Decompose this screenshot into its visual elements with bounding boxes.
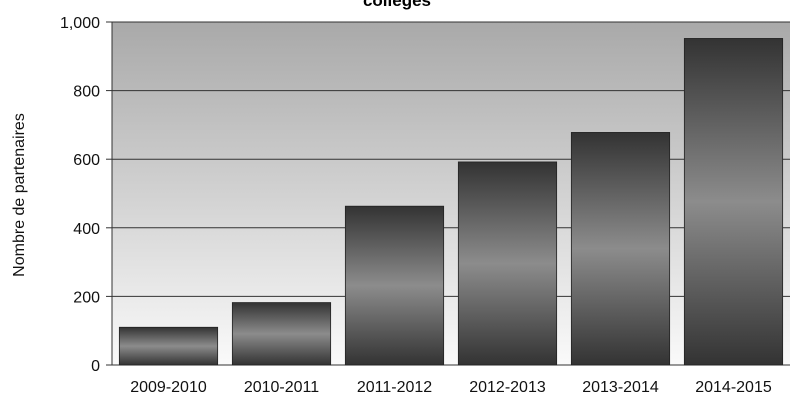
y-axis: 0 200 400 600 800 1,000 <box>60 15 113 375</box>
bar <box>570 132 671 366</box>
y-axis-title: Nombre de partenaires <box>11 113 28 277</box>
x-tick-label: 2010-2011 <box>244 379 319 396</box>
bar <box>231 302 332 366</box>
y-tick-label: 800 <box>73 84 100 101</box>
gridlines <box>112 21 790 366</box>
y-tick-label: 200 <box>73 289 100 306</box>
x-tick-label: 2013-2014 <box>582 379 659 396</box>
x-axis: 2009-2010 2010-2011 2011-2012 2012-2013 2013… <box>130 379 772 396</box>
bar <box>118 326 219 366</box>
y-tick-label: 400 <box>73 221 100 238</box>
y-tick-label: 1,000 <box>60 15 100 32</box>
chart-title: collèges <box>363 0 431 10</box>
bars <box>118 38 784 366</box>
bar <box>683 38 784 366</box>
x-tick-label: 2011-2012 <box>357 379 432 396</box>
bar <box>344 205 445 366</box>
x-tick-label: 2014-2015 <box>695 379 772 396</box>
y-tick-label: 0 <box>91 358 100 375</box>
bar <box>457 161 558 366</box>
x-tick-label: 2009-2010 <box>130 379 207 396</box>
y-tick-label: 600 <box>73 152 100 169</box>
plot-area <box>112 22 790 365</box>
x-tick-label: 2012-2013 <box>469 379 546 396</box>
